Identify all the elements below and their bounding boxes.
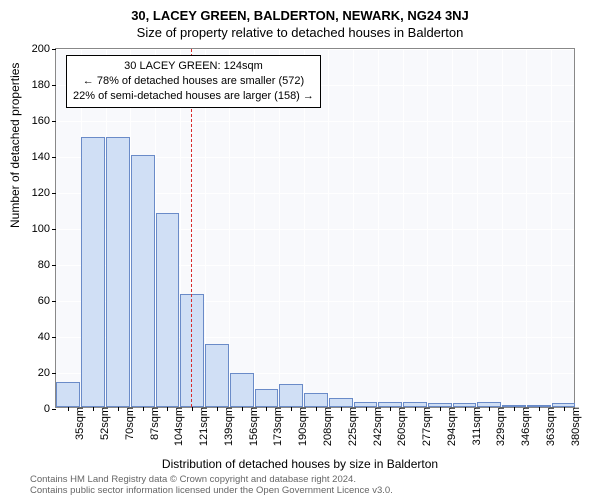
y-tick-label: 160 — [21, 115, 56, 127]
y-tick-label: 140 — [21, 151, 56, 163]
x-tick-label: 104sqm — [167, 407, 185, 446]
y-tick-label: 20 — [21, 367, 56, 379]
x-tick-label: 190sqm — [291, 407, 309, 446]
y-tick-label: 60 — [21, 295, 56, 307]
grid-line-v — [353, 49, 354, 407]
y-tick-label: 40 — [21, 331, 56, 343]
x-tick-label: 277sqm — [415, 407, 433, 446]
annotation-box: 30 LACEY GREEN: 124sqm ← 78% of detached … — [66, 55, 321, 108]
y-tick-label: 0 — [21, 403, 56, 415]
histogram-bar — [304, 393, 328, 407]
grid-line-v — [378, 49, 379, 407]
y-tick-label: 200 — [21, 43, 56, 55]
x-tick-label: 173sqm — [266, 407, 284, 446]
histogram-bar — [329, 398, 353, 407]
title-subtitle: Size of property relative to detached ho… — [0, 23, 600, 40]
grid-line-v — [403, 49, 404, 407]
histogram-bar — [56, 382, 80, 407]
x-tick-label: 139sqm — [217, 407, 235, 446]
y-tick-label: 80 — [21, 259, 56, 271]
x-tick-label: 52sqm — [93, 407, 111, 440]
grid-line-h — [56, 49, 574, 50]
y-tick-label: 120 — [21, 187, 56, 199]
footnote-line2: Contains public sector information licen… — [30, 485, 393, 496]
x-tick-label: 87sqm — [143, 407, 161, 440]
grid-line-v — [328, 49, 329, 407]
plot-area: 02040608010012014016018020035sqm52sqm70s… — [55, 48, 575, 408]
footnote-line1: Contains HM Land Registry data © Crown c… — [30, 474, 356, 485]
grid-line-v — [452, 49, 453, 407]
grid-line-v — [502, 49, 503, 407]
x-tick-label: 225sqm — [341, 407, 359, 446]
x-tick-label: 121sqm — [192, 407, 210, 446]
x-tick-label: 363sqm — [539, 407, 557, 446]
annotation-line1: 30 LACEY GREEN: 124sqm — [124, 60, 263, 72]
chart-area: 02040608010012014016018020035sqm52sqm70s… — [55, 48, 575, 408]
x-tick-label: 70sqm — [118, 407, 136, 440]
grid-line-h — [56, 121, 574, 122]
x-tick-label: 294sqm — [440, 407, 458, 446]
x-tick-label: 35sqm — [68, 407, 86, 440]
histogram-bar — [255, 389, 279, 407]
grid-line-v — [477, 49, 478, 407]
x-tick-label: 156sqm — [242, 407, 260, 446]
histogram-bar — [106, 137, 130, 407]
annotation-line2: ← 78% of detached houses are smaller (57… — [83, 75, 304, 87]
x-tick-label: 260sqm — [390, 407, 408, 446]
grid-line-v — [427, 49, 428, 407]
histogram-bar — [230, 373, 254, 407]
x-tick-label: 329sqm — [489, 407, 507, 446]
chart-container: 30, LACEY GREEN, BALDERTON, NEWARK, NG24… — [0, 0, 600, 500]
histogram-bar — [81, 137, 105, 407]
grid-line-v — [526, 49, 527, 407]
histogram-bar — [156, 213, 180, 407]
annotation-line3: 22% of semi-detached houses are larger (… — [73, 90, 314, 102]
histogram-bar — [279, 384, 303, 407]
x-tick-label: 242sqm — [366, 407, 384, 446]
x-tick-label: 311sqm — [465, 407, 483, 445]
y-axis-label: Number of detached properties — [8, 63, 22, 228]
x-axis-label: Distribution of detached houses by size … — [0, 457, 600, 471]
y-tick-label: 100 — [21, 223, 56, 235]
x-tick-label: 380sqm — [564, 407, 582, 446]
y-tick-label: 180 — [21, 79, 56, 91]
x-tick-label: 208sqm — [316, 407, 334, 446]
x-tick-label: 346sqm — [514, 407, 532, 446]
histogram-bar — [131, 155, 155, 407]
footnote: Contains HM Land Registry data © Crown c… — [30, 475, 393, 497]
histogram-bar — [205, 344, 229, 407]
grid-line-v — [551, 49, 552, 407]
title-address: 30, LACEY GREEN, BALDERTON, NEWARK, NG24… — [0, 0, 600, 23]
